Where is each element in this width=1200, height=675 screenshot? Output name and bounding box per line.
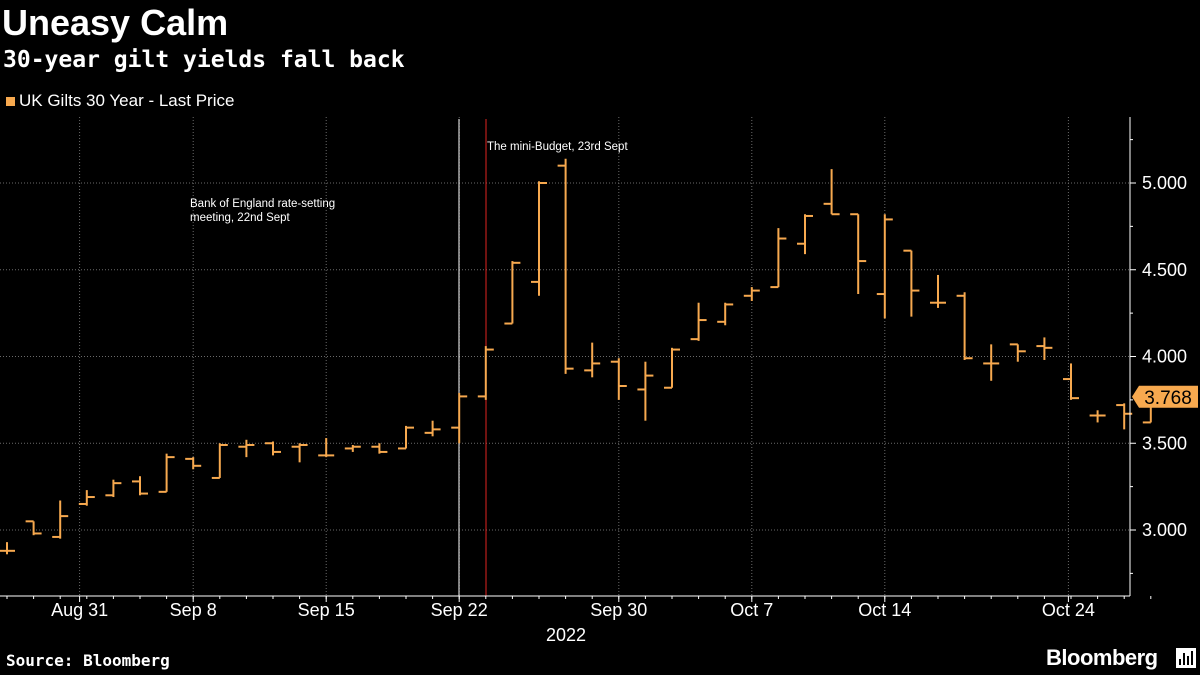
- x-tick-label: Oct 7: [730, 600, 773, 620]
- ohlc-bar: [1063, 363, 1079, 400]
- legend-label: UK Gilts 30 Year - Last Price: [19, 91, 235, 110]
- ohlc-bar: [903, 249, 920, 317]
- ohlc-bar: [823, 169, 840, 216]
- legend: UK Gilts 30 Year - Last Price: [6, 90, 234, 112]
- ohlc-bar: [717, 302, 734, 326]
- bar-chart-icon: [1179, 651, 1193, 665]
- chart-subtitle: 30-year gilt yields fall back: [3, 47, 405, 73]
- chart-title: Uneasy Calm: [2, 2, 229, 43]
- ohlc-bar: [238, 439, 255, 458]
- ohlc-bar: [1089, 410, 1106, 423]
- x-tick-label: Sep 30: [590, 600, 647, 620]
- x-tick-label: Sep 8: [170, 600, 217, 620]
- ohlc-bar: [398, 425, 414, 450]
- ohlc-bar: [610, 358, 627, 400]
- annotation-text: Bank of England rate-setting: [190, 198, 335, 210]
- ohlc-bar: [664, 347, 680, 389]
- last-price-label: 3.768: [1144, 388, 1192, 409]
- last-price-flag: 3.768: [1132, 385, 1198, 409]
- ohlc-bar: [850, 213, 867, 295]
- bloomberg-terminal-icon: [1176, 648, 1196, 668]
- ohlc-bar: [25, 520, 42, 536]
- ohlc-bar: [477, 346, 494, 400]
- ohlc-bar: [504, 261, 521, 325]
- ohlc-bar: [531, 181, 547, 296]
- ohlc-bar: [52, 500, 69, 539]
- ohlc-bar: [876, 214, 893, 319]
- ohlc-bar: [1009, 343, 1026, 362]
- x-tick-label: Sep 15: [298, 600, 355, 620]
- legend-swatch: [6, 96, 15, 106]
- bloomberg-logo: Bloomberg: [1046, 645, 1158, 670]
- y-tick-label: 3.500: [1142, 433, 1187, 453]
- x-tick-label: Oct 14: [858, 600, 911, 620]
- ohlc-bar: [690, 302, 707, 341]
- x-tick-label: Sep 22: [431, 600, 488, 620]
- ohlc-bar: [371, 443, 388, 454]
- last-price-marker: [1132, 385, 1198, 408]
- ohlc-bar: [584, 342, 601, 378]
- x-tick-label: Aug 31: [51, 600, 108, 620]
- ohlc-bar: [291, 443, 308, 463]
- ohlc-bar: [344, 444, 361, 452]
- annotations: Bank of England rate-setting meeting, 22n…: [190, 141, 628, 224]
- ohlc-bar: [1036, 337, 1053, 360]
- ohlc-bar: [132, 476, 148, 496]
- y-tick-label: 3.000: [1142, 520, 1187, 540]
- price-bars: [0, 158, 1159, 555]
- y-tick-label: 4.000: [1142, 347, 1187, 367]
- ohlc-bar: [743, 287, 760, 301]
- ohlc-bar: [770, 228, 787, 289]
- ohlc-bar: [956, 292, 973, 360]
- x-year-label: 2022: [546, 625, 586, 645]
- ohlc-bar: [78, 490, 95, 506]
- ohlc-bar: [930, 274, 946, 308]
- annotation-text: meeting, 22nd Sept: [190, 212, 291, 224]
- source-note: Source: Bloomberg: [6, 651, 170, 670]
- x-tick-label: Oct 24: [1042, 600, 1095, 620]
- ohlc-bar: [185, 457, 202, 470]
- axes: 3.000 3.500 4.000 4.500 5.000 Aug 31 Sep 8 Sep …: [0, 117, 1198, 645]
- ohlc-bar: [105, 479, 122, 498]
- ohlc-bar: [211, 443, 228, 479]
- ohlc-bar: [0, 542, 15, 555]
- ohlc-bar: [451, 392, 468, 444]
- y-tick-label: 4.500: [1142, 260, 1187, 280]
- y-tick-label: 5.000: [1142, 173, 1187, 193]
- ohlc-bar: [318, 438, 335, 458]
- event-lines: [458, 119, 487, 596]
- ohlc-bar: [797, 214, 813, 255]
- ohlc-bar: [424, 420, 441, 437]
- ohlc-bar: [983, 344, 1000, 381]
- ohlc-bar: [557, 158, 574, 374]
- ohlc-bar: [158, 453, 175, 493]
- ohlc-bar: [1116, 403, 1133, 430]
- ohlc-bar: [265, 441, 281, 456]
- ohlc-bar: [637, 361, 654, 421]
- annotation-text: The mini-Budget, 23rd Sept: [487, 141, 628, 153]
